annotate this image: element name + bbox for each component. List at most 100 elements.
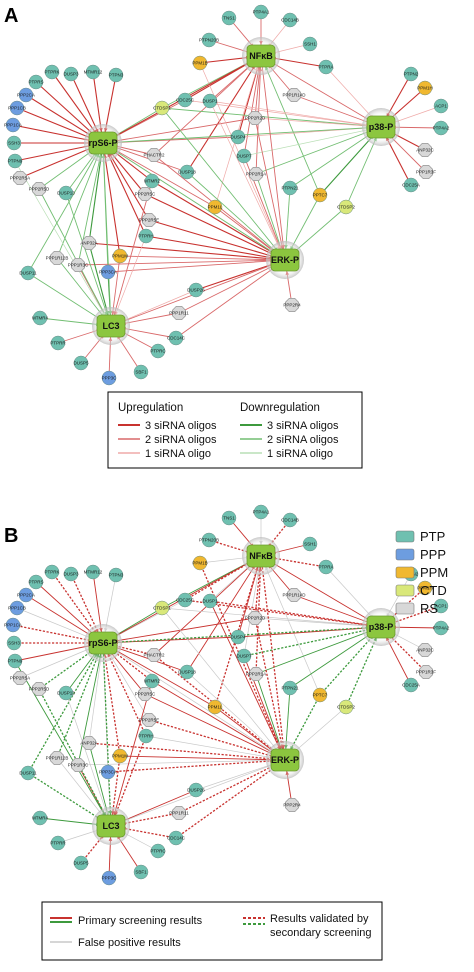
node-sbf1-shape xyxy=(133,864,149,880)
node-acp1: ACP1 xyxy=(433,98,449,114)
node-acp1-shape xyxy=(433,98,449,114)
panel-a: A TNS1 PTP4A1 CDC14B PTPN20B SSH1 PPM1B PTPRA D… xyxy=(4,4,450,469)
edge-ppm1m-to-erk xyxy=(119,255,286,261)
hub-p38: p38-P xyxy=(362,608,400,646)
node-ppm1h-label: PPM1H xyxy=(417,586,433,591)
category-ppm-label: PPM xyxy=(420,565,448,580)
node-ppp3ca: PPP3CA xyxy=(99,764,117,780)
node-ppp2r4-shape xyxy=(285,298,299,312)
legend-b: Primary screening results False positive… xyxy=(41,901,383,961)
node-ppp2r4: PPP2R4 xyxy=(283,298,301,312)
category-rs-swatch xyxy=(395,602,415,615)
edge-dusp1-to-erk xyxy=(209,600,286,761)
legend-validated-label-1: Results validated by xyxy=(270,913,369,925)
hub-erk-label: ERK-P xyxy=(271,755,299,765)
node-ptprr-label: PTPRR xyxy=(50,841,66,846)
edge-dusp11-to-rps6 xyxy=(27,142,104,274)
node-ptpn2-label: PTPN2 xyxy=(404,72,419,77)
edge-ppp1r3c-to-erk xyxy=(77,259,286,266)
legend-a: Upregulation Downregulation 3 siRNA olig… xyxy=(107,391,363,469)
node-ssh1-label: SSH1 xyxy=(304,42,316,47)
node-ppp1cb-label: PPP1CB xyxy=(8,106,26,111)
node-dusp11-shape xyxy=(20,265,36,281)
node-ptpn3-shape xyxy=(108,67,124,83)
node-phactr2-shape xyxy=(147,648,161,662)
node-mtmr2: MTMR2 xyxy=(144,173,160,189)
node-dusp13: DUSP13 xyxy=(57,685,75,701)
hub-rps6: rpS6-P xyxy=(84,124,122,162)
node-ctdsp1: CTDSP1 xyxy=(153,100,171,116)
node-ptpn3-label: PTPN3 xyxy=(109,73,124,78)
node-ppm1b-label: PPM1B xyxy=(192,61,207,66)
category-ctd-swatch xyxy=(395,584,415,597)
edge-dusp13-to-lc3 xyxy=(65,692,112,827)
node-ssh3-label: SSH3 xyxy=(8,141,20,146)
node-ctdsp2: CTDSP2 xyxy=(337,199,355,215)
node-dusp3-label: DUSP3 xyxy=(63,72,79,77)
panel-b-label: B xyxy=(4,525,18,547)
node-mtmr12: MTMR12 xyxy=(84,64,103,80)
node-ctdsp2-label: CTDSP2 xyxy=(337,205,355,210)
node-ptpn20b-label: PTPN20B xyxy=(199,538,219,543)
node-ctdsp2-shape xyxy=(338,199,354,215)
legend-down1-label: 1 siRNA oligo xyxy=(267,448,333,460)
category-ptp-label: PTP xyxy=(420,529,445,544)
node-mtmr2: MTMR2 xyxy=(144,673,160,689)
node-ppp1cb-shape xyxy=(9,100,25,116)
node-acp1: ACP1 xyxy=(433,598,449,614)
node-dusp3: DUSP3 xyxy=(63,566,79,582)
node-dusp18-shape xyxy=(179,164,195,180)
node-ppp2r2d-shape xyxy=(248,111,262,125)
hub-rps6-label: rpS6-P xyxy=(88,638,117,648)
node-ptp4a1-label: PTP4A1 xyxy=(253,510,270,515)
node-ppp2r2d-shape xyxy=(248,611,262,625)
hub-erk-box xyxy=(270,748,300,772)
edge-ppp2r5e-to-erk xyxy=(148,219,286,261)
panel-b-hubs: rpS6-P NFκB p38-P ERK-P LC3 xyxy=(84,537,400,845)
node-ppp2r5d: PPP2R5D xyxy=(29,682,50,696)
node-dusp7-label: DUSP7 xyxy=(236,654,252,659)
node-anp32a-label: ANP32A xyxy=(80,241,97,246)
node-ppm1h: PPM1H xyxy=(417,580,433,596)
node-ppm1l-shape xyxy=(207,699,223,715)
hub-rps6-box xyxy=(88,131,118,155)
node-dusp3: DUSP3 xyxy=(63,66,79,82)
node-sbf1-label: SBF1 xyxy=(135,370,147,375)
node-cdc14b-label: CDC14B xyxy=(281,18,299,23)
node-ptp4a2-label: PTP4A2 xyxy=(433,626,450,631)
node-ppp2r5e: PPP2R5E xyxy=(139,213,159,227)
legend-up2-label: 2 siRNA oligos xyxy=(145,434,217,446)
node-ptprc-label: PTPRC xyxy=(150,349,166,354)
panel-b-nodes: TNS1 PTP4A1 CDC14B PTPN20B SSH1 PPM1B PTPRA DUS… xyxy=(4,504,450,886)
node-ssh1-shape xyxy=(302,536,318,552)
node-cdc25c-label: CDC25C xyxy=(176,598,195,603)
node-ppp1r12b-shape xyxy=(50,251,64,265)
node-ppp2r1a-label: PPP2R1A xyxy=(246,672,266,677)
node-ppm1l-label: PPM1L xyxy=(208,705,223,710)
node-ptprc-shape xyxy=(150,843,166,859)
node-dusp7-shape xyxy=(236,648,252,664)
node-ppp1r3f: PPP1R3F xyxy=(416,165,436,179)
node-sbf1-label: SBF1 xyxy=(135,870,147,875)
node-dusp26: DUSP26 xyxy=(187,782,205,798)
panel-b: B TNS1 PTP4A1 CDC14B PTPN20B SSH1 PPM1B PTPRA D… xyxy=(4,504,450,961)
node-tns1-label: TNS1 xyxy=(223,516,235,521)
node-ptprs: PTPRS xyxy=(28,74,44,90)
node-ssh1-label: SSH1 xyxy=(304,542,316,547)
node-dusp13-label: DUSP13 xyxy=(57,691,75,696)
node-ppp2r5c-shape xyxy=(138,687,152,701)
node-ppm1l: PPM1L xyxy=(207,699,223,715)
edge-ppp2r5e-to-erk xyxy=(148,719,286,761)
node-ppm1l: PPM1L xyxy=(208,199,223,215)
node-dusp18: DUSP18 xyxy=(178,164,196,180)
node-cdc14b: CDC14B xyxy=(281,512,299,528)
node-mtmr2-shape xyxy=(144,673,160,689)
edge-cdc25c-to-p38 xyxy=(184,599,382,628)
node-ptpn3-label: PTPN3 xyxy=(109,573,124,578)
node-ppp2r4: PPP2R4 xyxy=(283,798,301,812)
node-cdc14c-label: CDC14C xyxy=(167,336,186,341)
node-ppp1r12b-shape xyxy=(50,751,64,765)
panel-b-edges xyxy=(12,512,442,879)
node-ppm1m-shape xyxy=(112,748,128,764)
node-dusp18-label: DUSP18 xyxy=(178,170,196,175)
